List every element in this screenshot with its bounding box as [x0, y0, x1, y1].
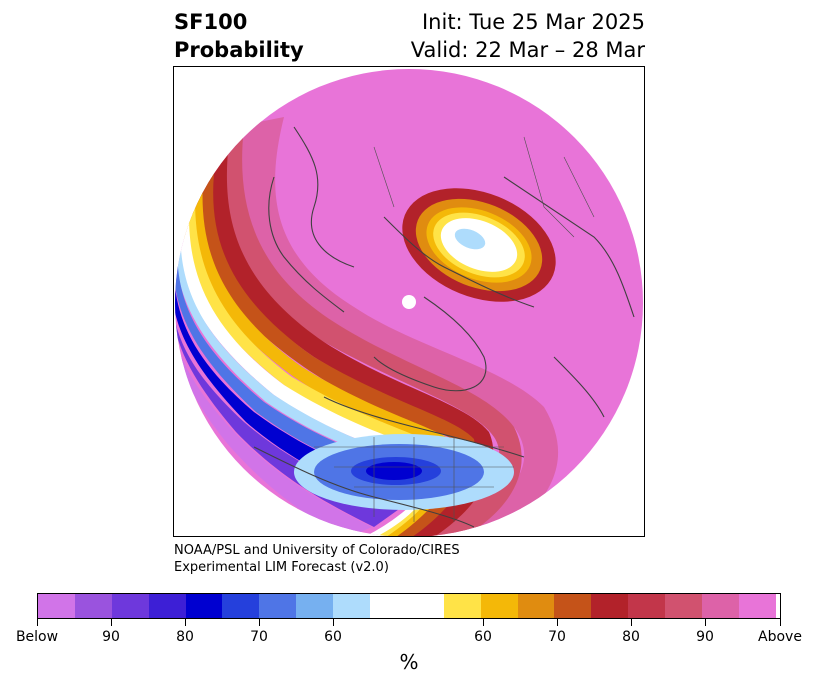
- colorbar-segment: [296, 594, 334, 618]
- colorbar-segment: [74, 594, 112, 618]
- colorbar-segment: [38, 594, 75, 618]
- eu-below: [454, 228, 486, 250]
- band-below60: [175, 217, 424, 487]
- colorbar-segment: [111, 594, 149, 618]
- colorbar-segment: [591, 594, 629, 618]
- colorbar-tick: [705, 619, 706, 626]
- colorbar-tick-label: 70: [548, 629, 566, 645]
- colorbar-tick: [333, 619, 334, 626]
- colorbar-tick-label: 60: [324, 629, 342, 645]
- colorbar-tick: [111, 619, 112, 626]
- colorbar-segment: [665, 594, 703, 618]
- colorbar-tick: [185, 619, 186, 626]
- colorbar-segment: [554, 594, 592, 618]
- colorbar-tick-label: 70: [250, 629, 268, 645]
- colorbar-segment: [517, 594, 555, 618]
- coastlines: [253, 126, 635, 528]
- colorbar-segment: [259, 594, 297, 618]
- colorbar-tick-label: 80: [176, 629, 194, 645]
- colorbar-segment: [148, 594, 186, 618]
- colorbar-tick-label: 90: [102, 629, 120, 645]
- valid-range: Valid: 22 Mar – 28 Mar: [410, 38, 645, 62]
- colorbar-segment: [480, 594, 518, 618]
- map-svg: [175, 69, 643, 536]
- credit-line-1: NOAA/PSL and University of Colorado/CIRE…: [174, 543, 460, 558]
- date-block: Init: Tue 25 Mar 2025 Valid: 22 Mar – 28…: [411, 8, 645, 64]
- variable-title: SF100: [174, 10, 248, 34]
- colorbar-tick-label: Below: [15, 629, 59, 645]
- credit-line-2: Experimental LIM Forecast (v2.0): [174, 560, 389, 575]
- colorbar-tick: [37, 619, 38, 626]
- title-block: SF100 Probability: [174, 8, 304, 64]
- colorbar-tick-label: Above: [758, 629, 802, 645]
- colorbar-tick: [780, 619, 781, 626]
- colorbar-segment: [370, 594, 444, 618]
- colorbar: [37, 593, 781, 619]
- init-date: Init: Tue 25 Mar 2025: [421, 10, 645, 34]
- forecast-map: [173, 66, 645, 537]
- credit-block: NOAA/PSL and University of Colorado/CIRE…: [174, 542, 460, 576]
- colorbar-tick: [259, 619, 260, 626]
- colorbar-tick: [631, 619, 632, 626]
- colorbar-tick-label: 60: [474, 629, 492, 645]
- band-above90: [227, 117, 559, 536]
- colorbar-segment: [628, 594, 666, 618]
- product-title: Probability: [174, 38, 304, 62]
- colorbar-unit: %: [399, 650, 419, 674]
- colorbar-segment: [702, 594, 739, 618]
- colorbar-tick-label: 80: [622, 629, 640, 645]
- colorbar-tick: [483, 619, 484, 626]
- colorbar-segment: [333, 594, 371, 618]
- na-below-core: [366, 462, 422, 480]
- colorbar-segment: [222, 594, 260, 618]
- field-below: [175, 277, 372, 536]
- colorbar-segment: [185, 594, 223, 618]
- borders: [314, 136, 595, 522]
- colorbar-tick: [557, 619, 558, 626]
- colorbar-tick-label: 90: [696, 629, 714, 645]
- colorbar-segment: [738, 594, 776, 618]
- pole-marker: [402, 295, 416, 309]
- band-below50: [175, 202, 433, 471]
- colorbar-segment: [443, 594, 481, 618]
- band-above80: [210, 127, 522, 536]
